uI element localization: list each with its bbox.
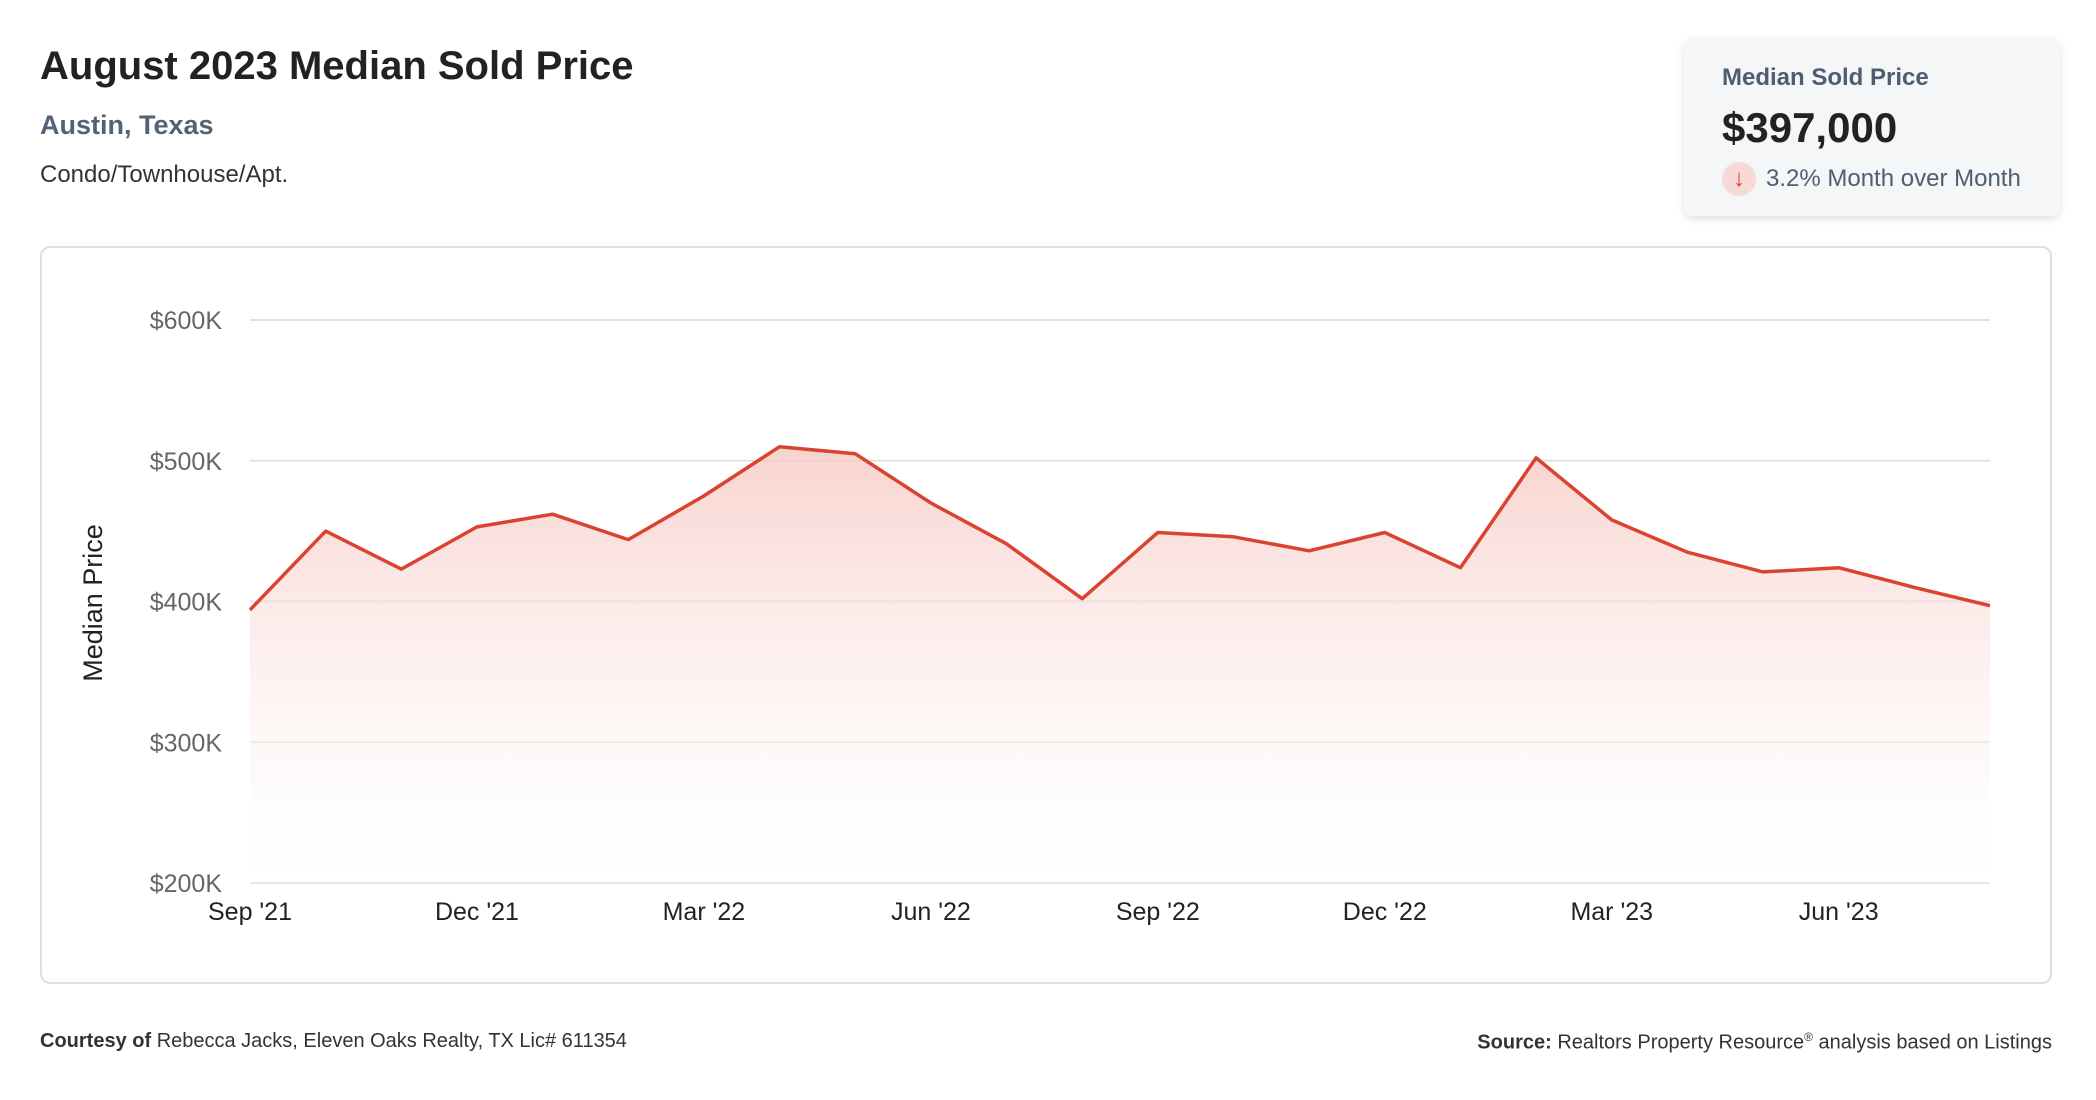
data-point[interactable] [1001, 538, 1013, 550]
stat-change-text: 3.2% Month over Month [1766, 165, 2021, 192]
y-tick-label: $600K [150, 307, 223, 335]
source-text-2: analysis based on Listings [1812, 1031, 2053, 1054]
y-axis-label: Median Price [78, 524, 108, 682]
x-tick-label: Sep '21 [208, 898, 292, 926]
registered-mark: ® [1804, 1030, 1813, 1044]
x-tick-label: Mar '22 [663, 898, 746, 926]
y-tick-label: $400K [150, 589, 223, 617]
data-point[interactable] [320, 525, 332, 537]
data-point[interactable] [1908, 581, 1920, 593]
arrow-down-icon: ↓ [1722, 162, 1756, 196]
data-point[interactable] [1757, 566, 1769, 578]
y-tick-label: $500K [150, 448, 223, 476]
data-point[interactable] [622, 534, 634, 546]
data-point[interactable] [471, 521, 483, 533]
stat-label: Median Sold Price [1722, 64, 1929, 91]
data-point[interactable] [244, 604, 256, 616]
courtesy-label: Courtesy of [40, 1030, 152, 1052]
x-tick-label: Dec '22 [1343, 898, 1427, 926]
y-tick-label: $200K [150, 870, 223, 898]
data-point[interactable] [698, 490, 710, 502]
property-category: Condo/Townhouse/Apt. [40, 161, 289, 188]
page-title: August 2023 Median Sold Price [40, 44, 634, 88]
data-point[interactable] [925, 497, 937, 509]
price-area-fill [250, 446, 1990, 883]
y-tick-label: $300K [150, 729, 223, 757]
stat-value: $397,000 [1722, 104, 1898, 151]
location-subtitle: Austin, Texas [40, 110, 214, 140]
data-point[interactable] [1454, 562, 1466, 574]
courtesy-text: Rebecca Jacks, Eleven Oaks Realty, TX Li… [156, 1030, 627, 1052]
chart-container: $600K $500K $400K $300K $200K Sep '21 Dec '21… [40, 246, 2052, 984]
footer-courtesy: Courtesy of Rebecca Jacks, Eleven Oaks R… [40, 1030, 627, 1053]
footer-source: Source: Realtors Property Resource® anal… [1477, 1030, 2052, 1055]
median-price-chart: $600K $500K $400K $300K $200K Sep '21 Dec '21… [78, 307, 1996, 926]
x-tick-label: Jun '23 [1799, 898, 1879, 926]
data-point[interactable] [1227, 531, 1239, 543]
x-tick-label: Dec '21 [435, 898, 519, 926]
stat-change: ↓ 3.2% Month over Month [1722, 162, 2021, 196]
data-point[interactable] [1681, 546, 1693, 558]
x-tick-label: Mar '23 [1570, 898, 1653, 926]
data-point[interactable] [1606, 514, 1618, 526]
median-price-stat-card: Median Sold Price $397,000 ↓ 3.2% Month … [1684, 38, 2060, 216]
data-point[interactable] [395, 563, 407, 575]
data-point[interactable] [1984, 600, 1996, 612]
source-text-1: Realtors Property Resource [1557, 1031, 1805, 1054]
data-point[interactable] [849, 448, 861, 460]
source-label: Source: [1477, 1031, 1552, 1054]
data-point[interactable] [547, 508, 559, 520]
data-point[interactable] [774, 441, 786, 453]
data-point[interactable] [1076, 593, 1088, 605]
x-tick-label: Sep '22 [1116, 898, 1200, 926]
data-point[interactable] [1530, 452, 1542, 464]
data-point[interactable] [1152, 527, 1164, 539]
data-point[interactable] [1303, 545, 1315, 557]
data-point[interactable] [1833, 562, 1845, 574]
price-series-line [248, 444, 1991, 612]
data-point[interactable] [1379, 527, 1391, 539]
x-tick-label: Jun '22 [891, 898, 971, 926]
